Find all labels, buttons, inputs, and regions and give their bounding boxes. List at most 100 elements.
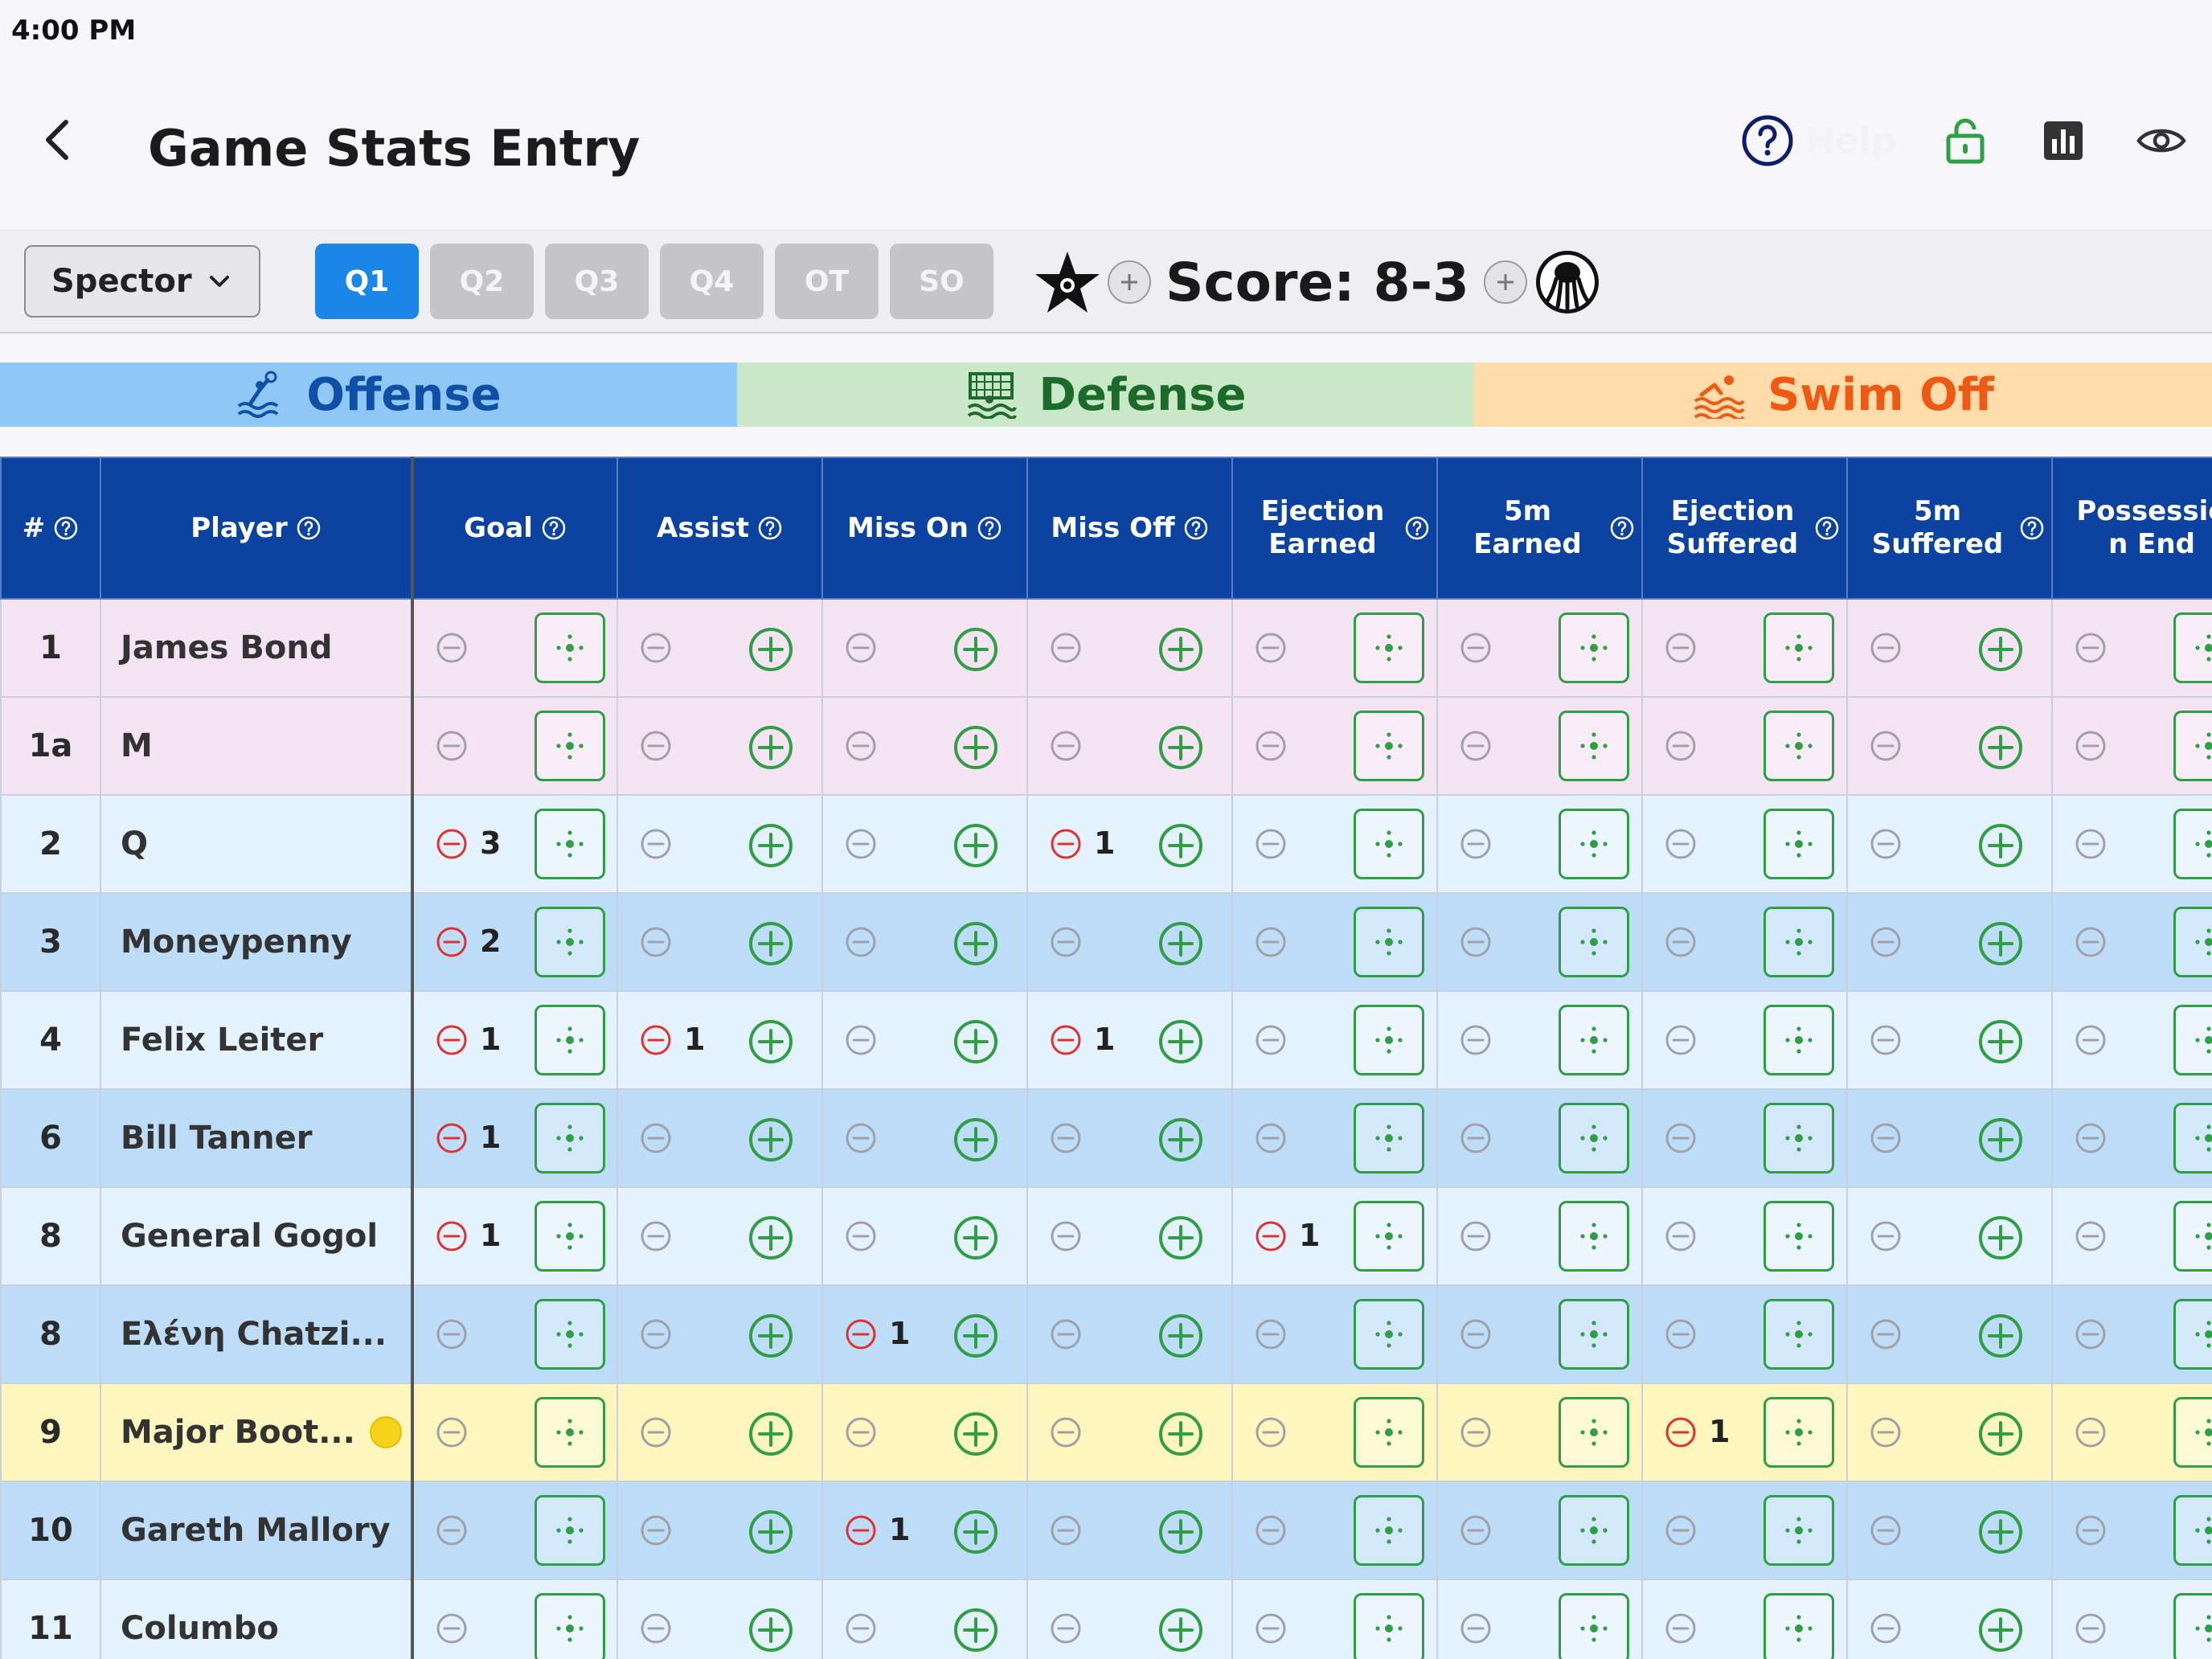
increment-button[interactable] <box>1157 1116 1204 1163</box>
decrement-button[interactable] <box>639 1219 673 1253</box>
increment-button[interactable] <box>952 920 999 967</box>
decrement-button[interactable] <box>1049 631 1083 665</box>
decrement-button[interactable] <box>1254 729 1288 763</box>
decrement-button[interactable] <box>1049 925 1083 959</box>
increment-button[interactable] <box>952 626 999 673</box>
increment-button[interactable] <box>1157 724 1204 771</box>
increment-button[interactable] <box>952 822 999 869</box>
player-cell[interactable]: Felix Leiter <box>100 990 414 1090</box>
decrement-button[interactable] <box>844 1514 878 1547</box>
decrement-button[interactable] <box>1049 1023 1083 1057</box>
decrement-button[interactable] <box>1459 1415 1493 1449</box>
increment-button[interactable] <box>1157 1313 1204 1359</box>
player-cell[interactable]: Major Boot... <box>100 1382 414 1482</box>
decrement-button[interactable] <box>2074 1317 2108 1351</box>
add-with-location-button[interactable] <box>1354 809 1424 879</box>
decrement-button[interactable] <box>639 827 673 861</box>
help-circle-icon[interactable] <box>1404 515 1430 541</box>
decrement-button[interactable] <box>639 1612 673 1645</box>
add-with-location-button[interactable] <box>1354 1103 1424 1174</box>
help-circle-icon[interactable] <box>53 515 79 541</box>
add-with-location-button[interactable] <box>1354 1593 1424 1659</box>
decrement-button[interactable] <box>1049 1514 1083 1547</box>
decrement-button[interactable] <box>435 1023 469 1057</box>
quarter-tab[interactable]: SO <box>890 244 993 319</box>
decrement-button[interactable] <box>1049 1219 1083 1253</box>
increment-button[interactable] <box>748 1215 794 1261</box>
increment-button[interactable] <box>952 1411 999 1457</box>
add-with-location-button[interactable] <box>1354 711 1424 781</box>
stats-table-container[interactable]: # Player Goal Assist Miss On Miss Off Ej… <box>0 457 2212 1659</box>
decrement-button[interactable] <box>2074 925 2108 959</box>
player-cell[interactable]: General Gogol <box>100 1186 414 1286</box>
add-with-location-button[interactable] <box>1559 809 1629 879</box>
decrement-button[interactable] <box>1049 827 1083 861</box>
add-with-location-button[interactable] <box>1559 1299 1629 1370</box>
decrement-button[interactable] <box>639 1514 673 1547</box>
increment-button[interactable] <box>1977 1607 2024 1653</box>
increment-button[interactable] <box>748 1607 794 1653</box>
team-select[interactable]: Spector <box>24 245 260 317</box>
decrement-button[interactable] <box>1664 1514 1698 1547</box>
decrement-button[interactable] <box>639 1317 673 1351</box>
add-with-location-button[interactable] <box>1763 711 1834 781</box>
decrement-button[interactable] <box>1869 1514 1903 1547</box>
decrement-button[interactable] <box>844 1219 878 1253</box>
increment-button[interactable] <box>1977 626 2024 673</box>
player-cell[interactable]: Moneypenny <box>100 892 414 992</box>
player-cell[interactable]: Q <box>100 794 414 894</box>
increment-button[interactable] <box>748 822 794 869</box>
tab-swim-off[interactable]: Swim Off <box>1474 363 2212 427</box>
add-with-location-button[interactable] <box>2173 1593 2212 1659</box>
decrement-button[interactable] <box>1049 1612 1083 1645</box>
decrement-button[interactable] <box>1664 1121 1698 1155</box>
add-with-location-button[interactable] <box>1559 1397 1629 1468</box>
lock-button[interactable] <box>1939 114 1992 167</box>
add-with-location-button[interactable] <box>2173 1005 2212 1075</box>
increment-button[interactable] <box>1157 1018 1204 1065</box>
increment-button[interactable] <box>952 1018 999 1065</box>
player-cell[interactable]: Bill Tanner <box>100 1088 414 1188</box>
decrement-button[interactable] <box>435 1317 469 1351</box>
decrement-button[interactable] <box>435 1612 469 1645</box>
decrement-button[interactable] <box>435 631 469 665</box>
decrement-button[interactable] <box>1869 1219 1903 1253</box>
decrement-button[interactable] <box>435 827 469 861</box>
add-with-location-button[interactable] <box>535 1103 605 1174</box>
add-with-location-button[interactable] <box>535 1005 605 1075</box>
decrement-button[interactable] <box>2074 827 2108 861</box>
decrement-button[interactable] <box>435 1219 469 1253</box>
decrement-button[interactable] <box>1664 729 1698 763</box>
decrement-button[interactable] <box>435 925 469 959</box>
add-with-location-button[interactable] <box>535 1299 605 1370</box>
decrement-button[interactable] <box>2074 729 2108 763</box>
decrement-button[interactable] <box>1869 1612 1903 1645</box>
increment-button[interactable] <box>1157 920 1204 967</box>
add-with-location-button[interactable] <box>1763 1495 1834 1566</box>
decrement-button[interactable] <box>1254 1317 1288 1351</box>
decrement-button[interactable] <box>435 1121 469 1155</box>
increment-button[interactable] <box>748 1411 794 1457</box>
add-with-location-button[interactable] <box>535 1397 605 1468</box>
add-with-location-button[interactable] <box>1763 907 1834 977</box>
decrement-button[interactable] <box>1869 729 1903 763</box>
decrement-button[interactable] <box>1459 1612 1493 1645</box>
decrement-button[interactable] <box>1664 1023 1698 1057</box>
add-with-location-button[interactable] <box>1763 1103 1834 1174</box>
increment-button[interactable] <box>952 1509 999 1555</box>
decrement-button[interactable] <box>1049 1317 1083 1351</box>
decrement-button[interactable] <box>1049 1415 1083 1449</box>
decrement-button[interactable] <box>639 631 673 665</box>
add-with-location-button[interactable] <box>2173 907 2212 977</box>
decrement-button[interactable] <box>2074 1612 2108 1645</box>
add-with-location-button[interactable] <box>1354 612 1424 683</box>
decrement-button[interactable] <box>1869 1415 1903 1449</box>
decrement-button[interactable] <box>1254 1121 1288 1155</box>
help-circle-icon[interactable] <box>1609 515 1635 541</box>
add-with-location-button[interactable] <box>1559 1005 1629 1075</box>
increment-button[interactable] <box>748 1313 794 1359</box>
increment-button[interactable] <box>1977 1509 2024 1555</box>
add-with-location-button[interactable] <box>2173 612 2212 683</box>
stats-chart-button[interactable] <box>2037 114 2090 167</box>
decrement-button[interactable] <box>2074 1121 2108 1155</box>
